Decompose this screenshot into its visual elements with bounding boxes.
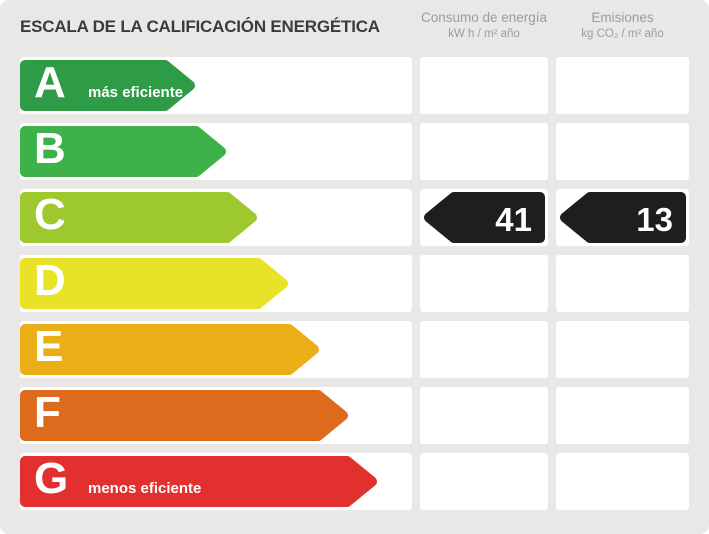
rating-arrow-e: E: [20, 324, 319, 375]
rating-arrow-f: F: [20, 390, 348, 441]
emissions-title: Emisiones: [591, 10, 654, 25]
rating-row-f: F: [0, 387, 709, 444]
grade-arrow-icon: [20, 456, 377, 507]
consumption-cell: 41: [420, 189, 548, 246]
consumption-units: kW h / m² año: [448, 28, 520, 40]
grade-letter: G: [34, 454, 69, 503]
emissions-cell: [556, 321, 689, 378]
rating-row-d: D: [0, 255, 709, 312]
rating-arrow-d: D: [20, 258, 288, 309]
emissions-units: kg CO₂ / m² año: [581, 28, 664, 40]
rating-row-e: E: [0, 321, 709, 378]
value-arrow-icon: [560, 192, 686, 243]
consumption-column-header: Consumo de energía kW h / m² año: [414, 9, 554, 42]
grade-arrow-icon: [20, 192, 257, 243]
scale-cell: C: [20, 189, 412, 246]
emissions-cell: [556, 123, 689, 180]
consumption-cell: [420, 387, 548, 444]
grade-letter: A: [34, 58, 66, 107]
consumption-title: Consumo de energía: [420, 10, 548, 25]
rating-arrow-c: C: [20, 192, 257, 243]
efficiency-label: más eficiente: [88, 84, 184, 101]
rating-arrow-b: B: [20, 126, 226, 177]
scale-cell: F: [20, 387, 412, 444]
grade-arrow-icon: [20, 126, 226, 177]
page-title: ESCALA DE LA CALIFICACIÓN ENERGÉTICA: [20, 17, 380, 36]
emissions-cell: 13: [556, 189, 689, 246]
consumption-value-arrow: 41: [424, 192, 545, 243]
efficiency-label: menos eficiente: [88, 480, 202, 497]
emissions-cell: [556, 453, 689, 510]
consumption-value: 41: [495, 201, 532, 238]
consumption-cell: [420, 255, 548, 312]
emissions-cell: [556, 387, 689, 444]
consumption-cell: [420, 321, 548, 378]
grade-arrow-icon: [20, 324, 319, 375]
rating-row-b: B: [0, 123, 709, 180]
consumption-cell: [420, 453, 548, 510]
consumption-cell: [420, 57, 548, 114]
grade-arrow-icon: [20, 258, 288, 309]
grade-letter: E: [34, 322, 64, 371]
emissions-column-header: Emisiones kg CO₂ / m² año: [552, 9, 693, 42]
scale-cell: E: [20, 321, 412, 378]
emissions-value-arrow: 13: [560, 192, 686, 243]
grade-letter: F: [34, 388, 61, 437]
scale-cell: D: [20, 255, 412, 312]
emissions-cell: [556, 57, 689, 114]
scale-cell: B: [20, 123, 412, 180]
emissions-cell: [556, 255, 689, 312]
rating-row-c: C 41 13: [0, 189, 709, 246]
grade-letter: D: [34, 256, 66, 305]
grade-letter: C: [34, 190, 66, 239]
consumption-cell: [420, 123, 548, 180]
grade-letter: B: [34, 124, 66, 173]
grade-arrow-icon: [20, 60, 195, 111]
emissions-value: 13: [636, 201, 673, 238]
grade-arrow-icon: [20, 390, 348, 441]
value-arrow-icon: [424, 192, 545, 243]
